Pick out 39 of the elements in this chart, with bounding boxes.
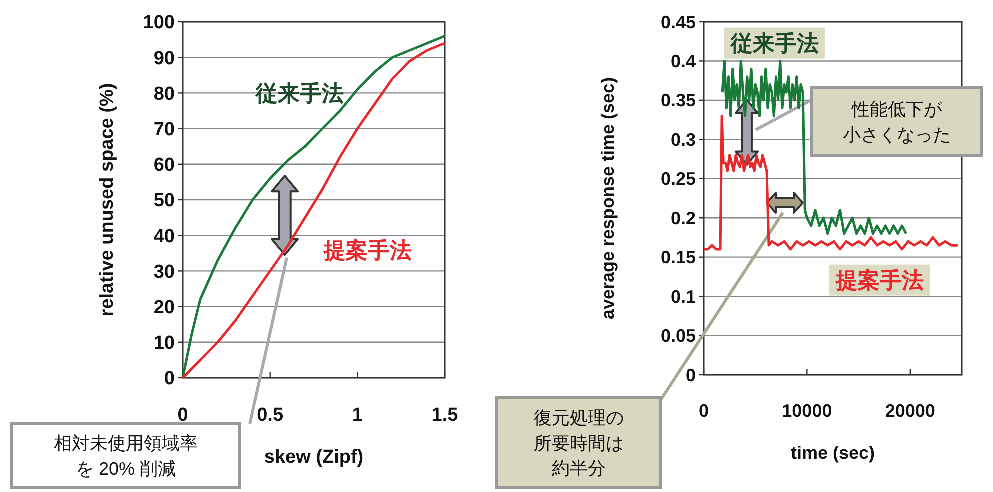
y-tick-label: 0.35	[660, 90, 696, 111]
y-tick-label: 70	[154, 119, 175, 140]
x-tick-label: 1	[352, 405, 364, 426]
series-label: 従来手法	[255, 80, 344, 106]
y-tick-label: 0.4	[670, 52, 696, 72]
series-label: 提案手法	[835, 268, 924, 293]
annotation: 性能低下が小さくなった	[843, 100, 951, 145]
y-tick-label: 0.25	[660, 169, 696, 190]
x-tick-label: 0	[698, 401, 710, 421]
x-tick-label: 20000	[885, 401, 936, 421]
x-axis-title: time (sec)	[790, 443, 876, 463]
y-axis-title: relative unused space (%)	[97, 83, 118, 317]
x-tick-label: 1.5	[432, 405, 459, 426]
y-tick-label: 0.2	[670, 208, 696, 228]
x-tick-label: 10000	[782, 401, 832, 421]
text: 復元処理の所要時間は約半分	[534, 408, 624, 478]
y-tick-label: 100	[143, 12, 175, 34]
y-tick-label: 0.05	[660, 326, 696, 346]
x-tick-label: 0	[178, 405, 188, 426]
y-tick-label: 0	[686, 365, 696, 386]
y-tick-label: 20	[154, 297, 175, 318]
y-tick-label: 10	[154, 333, 175, 354]
y-tick-label: 0.3	[670, 130, 696, 150]
y-tick-label: 0.45	[660, 12, 696, 32]
x-axis-title: skew (Zipf)	[264, 447, 364, 468]
y-tick-label: 30	[154, 262, 175, 283]
y-axis-title: average response time (sec)	[598, 77, 618, 320]
y-tick-label: 80	[154, 84, 175, 105]
y-tick-label: 0.1	[670, 286, 696, 307]
x-tick-label: 0.5	[257, 405, 284, 426]
text: 相対未使用領域率を 20% 削減	[54, 434, 198, 479]
y-tick-label: 0.15	[660, 248, 696, 268]
series-label: 従来手法	[730, 30, 819, 56]
y-tick-label: 90	[154, 48, 175, 70]
y-tick-label: 40	[154, 226, 175, 248]
series-label: 提案手法	[323, 238, 412, 263]
y-tick-label: 50	[154, 190, 175, 212]
y-tick-label: 0	[164, 368, 175, 390]
y-tick-label: 60	[154, 155, 175, 176]
